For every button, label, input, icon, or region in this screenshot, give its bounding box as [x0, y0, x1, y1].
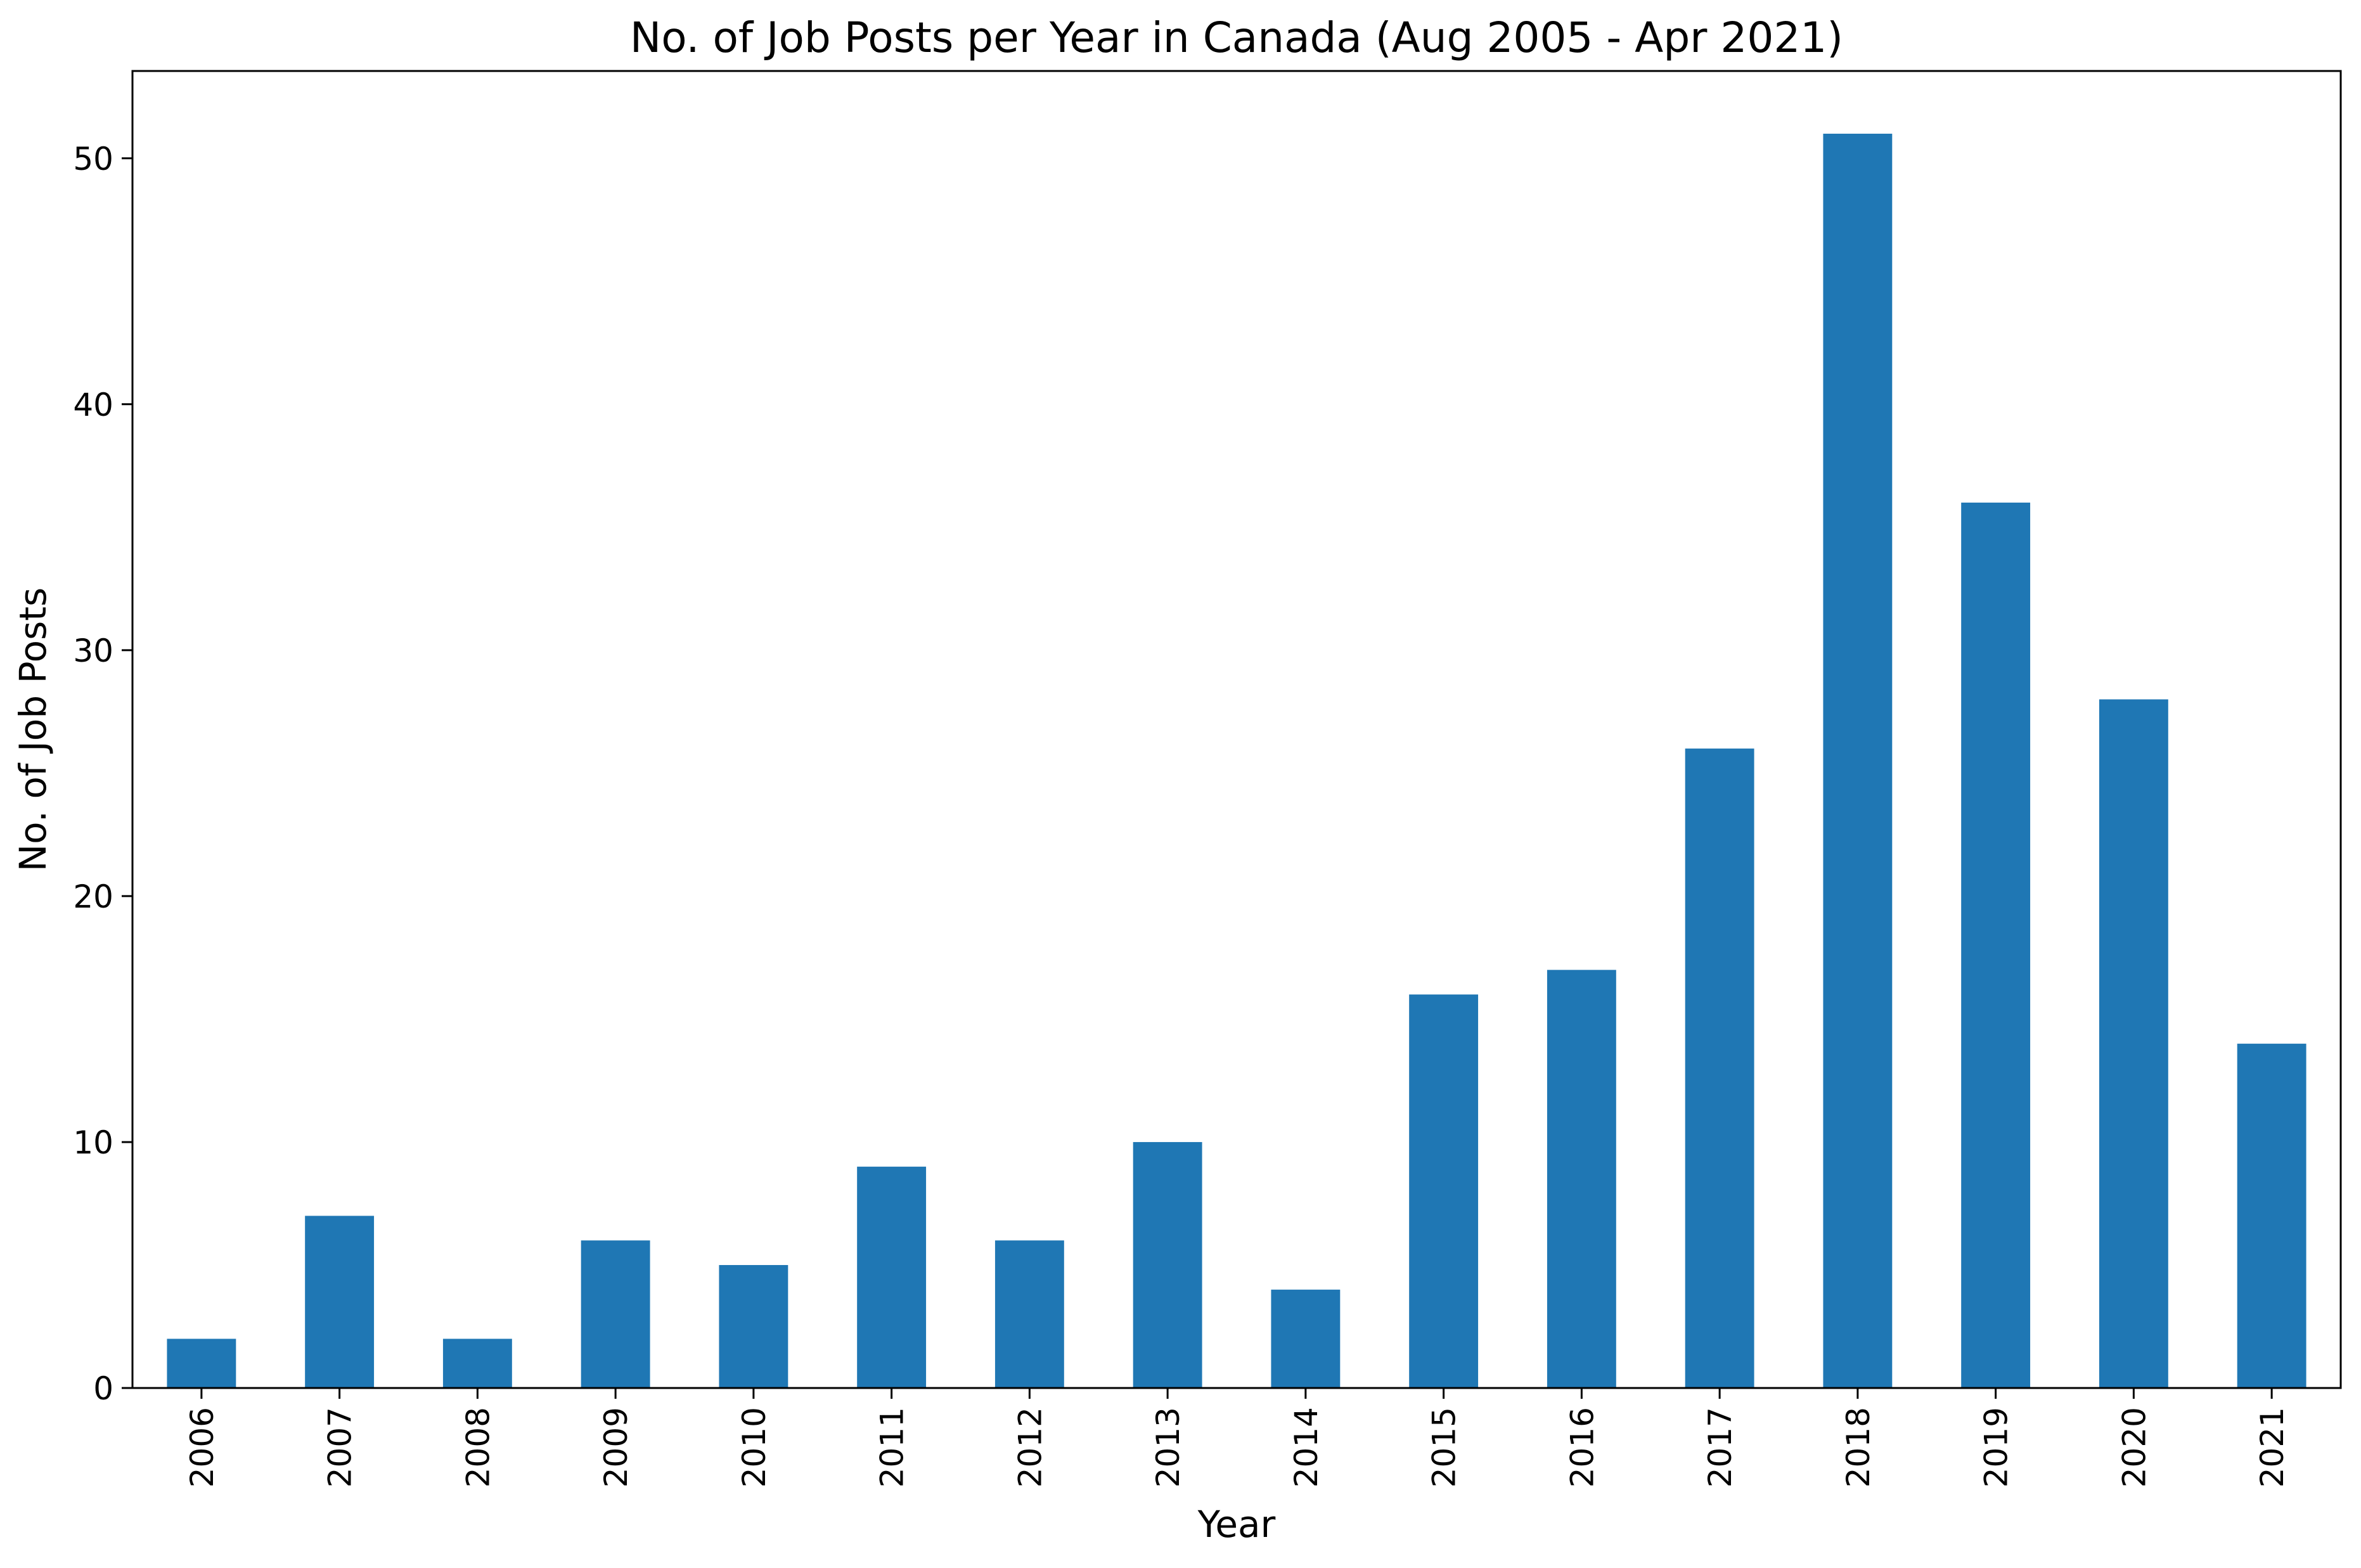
x-tick-label-2016: 2016 — [1564, 1407, 1600, 1488]
y-tick-label: 10 — [73, 1124, 113, 1161]
bar-2021 — [2237, 1043, 2306, 1388]
bar-2010 — [719, 1264, 788, 1388]
bar-2006 — [167, 1339, 236, 1388]
bar-2012 — [994, 1240, 1064, 1388]
x-axis-ticks: 2006 2007 2008 2009 2010 2011 2012 2013 2014 2015… — [184, 1388, 2291, 1488]
bar-2009 — [581, 1240, 650, 1388]
bar-2011 — [857, 1166, 927, 1388]
bar-2007 — [305, 1216, 375, 1388]
y-tick-label: 50 — [73, 141, 113, 177]
y-axis-ticks: 0 10 20 30 40 50 — [73, 141, 132, 1407]
bar-2020 — [2099, 699, 2168, 1388]
x-tick-label-2009: 2009 — [598, 1407, 634, 1488]
x-tick-label-2018: 2018 — [1840, 1407, 1877, 1488]
bar-2017 — [1685, 749, 1754, 1388]
x-tick-label-2020: 2020 — [2116, 1407, 2152, 1488]
x-tick-label-2012: 2012 — [1012, 1407, 1048, 1488]
bar-2013 — [1133, 1141, 1202, 1388]
plot-area-frame — [131, 70, 2342, 1389]
chart-title: No. of Job Posts per Year in Canada (Aug… — [630, 13, 1843, 62]
x-tick-label-2010: 2010 — [736, 1407, 773, 1488]
bar-2008 — [442, 1339, 512, 1388]
y-tick-label: 0 — [93, 1370, 113, 1407]
y-tick-label: 30 — [73, 633, 113, 669]
bar-2015 — [1409, 994, 1479, 1388]
bars-layer — [167, 133, 2306, 1389]
x-tick-label-2021: 2021 — [2254, 1407, 2291, 1488]
x-tick-label-2006: 2006 — [184, 1407, 221, 1488]
x-tick-label-2013: 2013 — [1150, 1407, 1187, 1488]
x-tick-label-2014: 2014 — [1288, 1407, 1325, 1488]
y-tick-label: 20 — [73, 878, 113, 915]
x-tick-label-2011: 2011 — [874, 1407, 911, 1488]
x-tick-label-2019: 2019 — [1978, 1407, 2015, 1488]
bar-2014 — [1271, 1289, 1341, 1388]
x-tick-label-2007: 2007 — [322, 1407, 359, 1488]
x-tick-label-2008: 2008 — [460, 1407, 496, 1488]
bar-2018 — [1823, 133, 1893, 1388]
x-tick-label-2017: 2017 — [1702, 1407, 1739, 1488]
bar-2019 — [1961, 503, 2031, 1389]
bar-2016 — [1547, 970, 1616, 1388]
x-tick-label-2015: 2015 — [1426, 1407, 1463, 1488]
y-tick-label: 40 — [73, 387, 113, 423]
x-axis-label: Year — [1197, 1503, 1276, 1546]
y-axis-label: No. of Job Posts — [11, 588, 55, 871]
